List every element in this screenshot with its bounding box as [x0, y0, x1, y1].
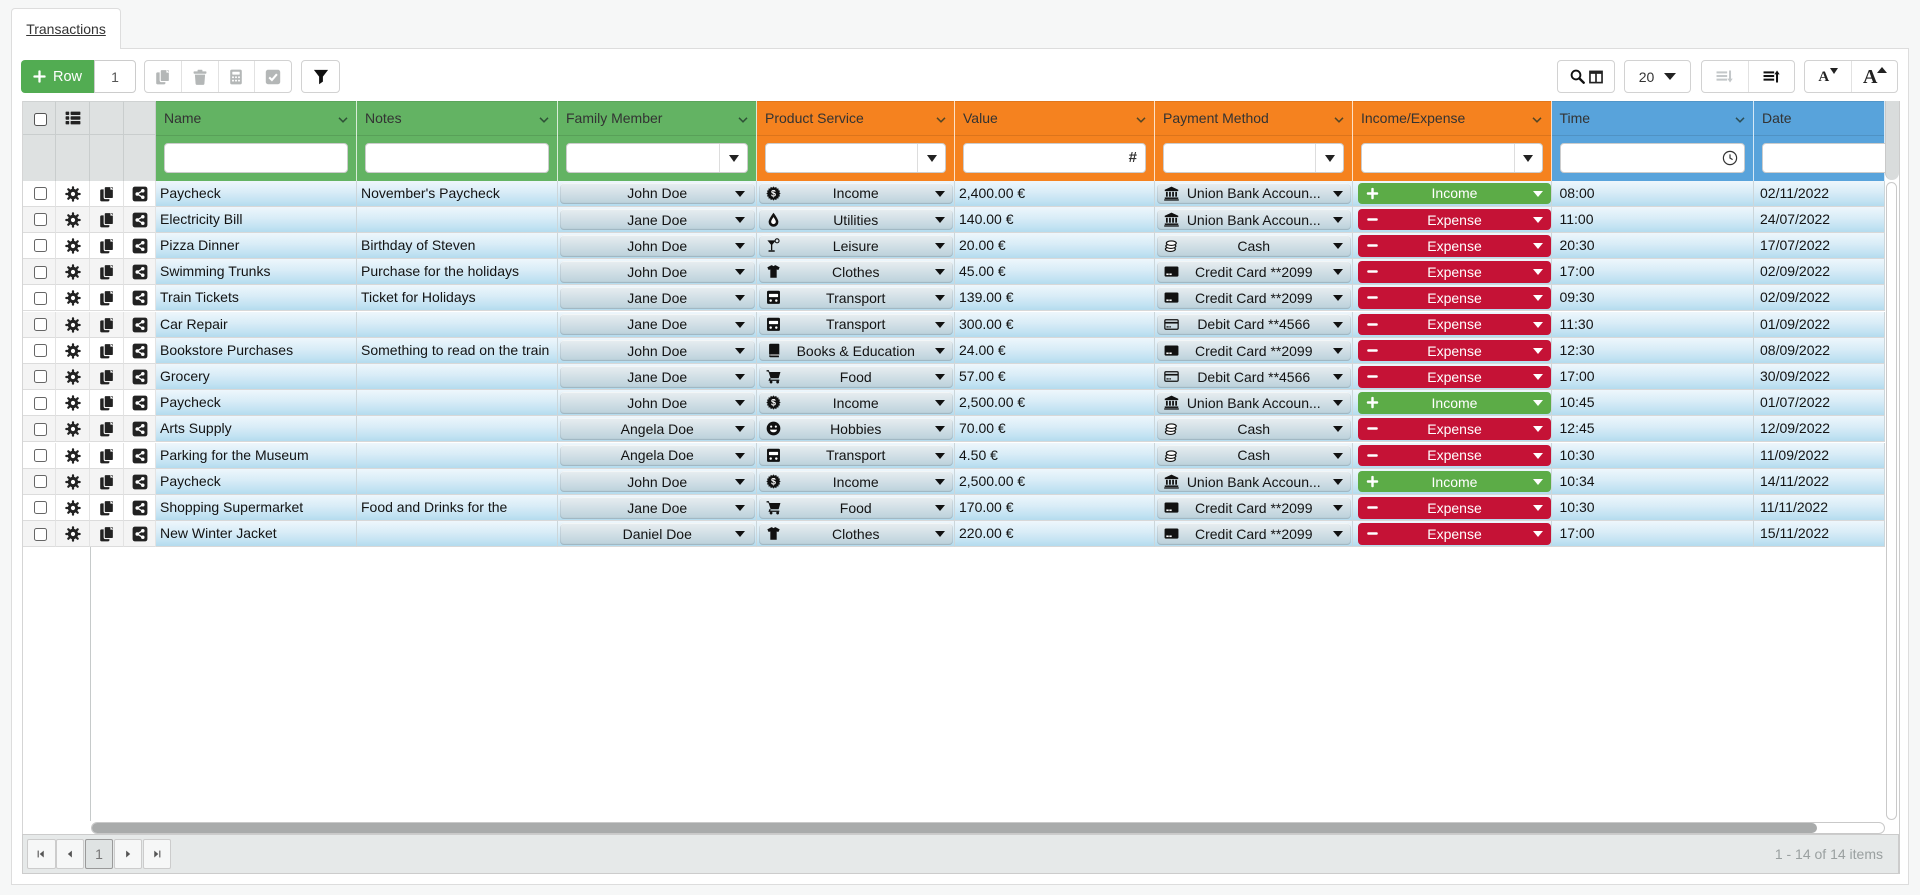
svg-text:$: $: [771, 398, 776, 408]
svg-text:$: $: [771, 188, 776, 198]
svg-text:$: $: [771, 476, 776, 486]
